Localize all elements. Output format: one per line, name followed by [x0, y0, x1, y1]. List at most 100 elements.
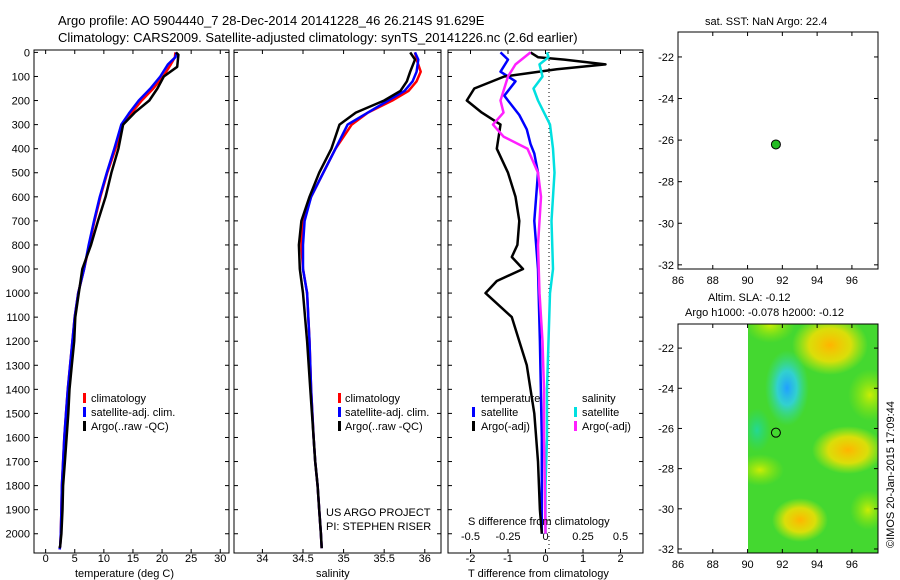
temperature-legend: climatology satellite-adj. clim. Argo(..… [83, 393, 175, 433]
difference-legend: temperature salinity satellite Argo(-adj… [472, 393, 631, 433]
lon-tick-label: 88 [707, 275, 719, 287]
depth-tick-label: 900 [12, 264, 30, 276]
legend-label-s-satellite: satellite [582, 407, 619, 419]
sst-map-panel: sat. SST: NaN Argo: 22.4 -22 -24 -26 -28 -30… [658, 16, 879, 287]
legend-label-satellite: satellite-adj. clim. [345, 407, 429, 419]
argo-float-marker-sla [770, 427, 781, 438]
lon-tick-label: 94 [811, 559, 823, 571]
depth-tick-label: 1900 [6, 505, 30, 517]
s-tick-label: -0.5 [461, 531, 480, 543]
x-tick-label: -2 [466, 553, 476, 565]
depth-tick-label: 200 [12, 96, 30, 108]
lon-tick-label: 86 [672, 559, 684, 571]
s-difference-ticks: -0.5 -0.25 0 0.25 0.5 [461, 531, 628, 543]
legend-swatch-climatology [83, 393, 86, 403]
depth-tick-label: 600 [12, 192, 30, 204]
depth-tick-label: 1800 [6, 481, 30, 493]
series-line-salinity-satellite [532, 52, 556, 534]
sla-lime-east [848, 369, 878, 421]
legend-swatch-t-argo [472, 421, 475, 431]
salinity-x-axis: 34 34.5 35 35.5 36 [256, 50, 431, 565]
legend-swatch-s-satellite [574, 407, 577, 417]
x-tick-label: 34 [256, 553, 268, 565]
sla-high-north [792, 324, 868, 375]
lat-tick-label: -22 [658, 343, 674, 355]
salinity-panel: 34 34.5 35 35.5 36 salinity climatology sate… [233, 49, 442, 580]
sla-heatmap [748, 324, 878, 553]
depth-tick-label: 0 [24, 47, 30, 59]
depth-tick-label: 2000 [6, 529, 30, 541]
legend-label-satellite: satellite-adj. clim. [91, 407, 175, 419]
x-tick-label: 15 [127, 553, 139, 565]
depth-tick-label: 300 [12, 120, 30, 132]
depth-tick-label: 1100 [6, 312, 30, 324]
lat-tick-label: -32 [658, 260, 674, 272]
lon-tick-label: 86 [672, 275, 684, 287]
series-line-salinity-argo-adj- [491, 51, 547, 534]
lon-tick-label: 90 [741, 559, 753, 571]
depth-tick-label: 1300 [6, 360, 30, 372]
legend-swatch-t-satellite [472, 407, 475, 417]
temperature-axes-box [33, 49, 230, 554]
sla-teal-west [748, 408, 771, 452]
sst-map-axes: -22 -24 -26 -28 -30 -32 86 88 90 92 94 96 [658, 32, 878, 287]
lon-tick-label: 92 [776, 275, 788, 287]
depth-tick-label: 700 [12, 216, 30, 228]
legend-label-t-satellite: satellite [481, 407, 518, 419]
sla-lime-nw [748, 324, 795, 343]
x-tick-label: 35.5 [373, 553, 394, 565]
lat-tick-label: -28 [658, 177, 674, 189]
salinity-xlabel: salinity [316, 568, 350, 580]
depth-axis: 0 100 200 300 400 500 600 700 800 900 1000 1100 1200… [6, 47, 229, 541]
sst-map-axes-box [677, 31, 879, 270]
x-tick-label: 25 [185, 553, 197, 565]
series-line-temperature-argo-adj- [465, 51, 607, 534]
s-difference-label: S difference from climatology [468, 516, 610, 528]
difference-lines [465, 51, 607, 534]
x-tick-label: -1 [503, 553, 513, 565]
difference-y-ticks [448, 51, 643, 535]
s-tick-label: -0.25 [495, 531, 520, 543]
legend-label-argo: Argo(..raw -QC) [91, 421, 169, 433]
sla-high-central [812, 426, 878, 474]
lat-tick-label: -26 [658, 135, 674, 147]
x-tick-label: 5 [72, 553, 78, 565]
x-tick-label: 34.5 [292, 553, 313, 565]
difference-panel: -0.5 -0.25 0 0.25 0.5 -2 -1 0 1 2 S difference f… [447, 49, 644, 580]
depth-tick-label: 1200 [6, 336, 30, 348]
lat-tick-label: -28 [658, 464, 674, 476]
legend-swatch-s-argo [574, 421, 577, 431]
sla-low-west [765, 350, 809, 426]
sla-map-panel: Altim. SLA: -0.12 Argo h1000: -0.078 h20… [658, 292, 897, 571]
legend-label-s-argo: Argo(-adj) [582, 421, 631, 433]
figure-title-line2: Climatology: CARS2009. Satellite-adjuste… [58, 30, 578, 45]
x-tick-label: 10 [98, 553, 110, 565]
lat-tick-label: -30 [658, 218, 674, 230]
legend-label-argo: Argo(..raw -QC) [345, 421, 423, 433]
legend-swatch-argo [338, 421, 341, 431]
x-tick-label: 36 [419, 553, 431, 565]
lat-tick-label: -32 [658, 544, 674, 556]
t-difference-axis: -2 -1 0 1 2 [466, 50, 624, 565]
legend-title-salinity: salinity [582, 393, 616, 405]
imos-credit: ©IMOS 20-Jan-2015 17:09:44 [885, 401, 897, 548]
salinity-lines [297, 51, 422, 549]
x-tick-label: 20 [156, 553, 168, 565]
legend-label-climatology: climatology [91, 393, 147, 405]
salinity-legend: climatology satellite-adj. clim. Argo(..… [338, 393, 429, 433]
figure-title-line1: Argo profile: AO 5904440_7 28-Dec-2014 2… [58, 13, 485, 28]
depth-tick-label: 400 [12, 144, 30, 156]
legend-swatch-satellite [83, 407, 86, 417]
s-tick-label: 0.5 [613, 531, 628, 543]
sla-lime-sw [748, 454, 784, 486]
series-line-satellite-adj-clim- [58, 52, 178, 550]
depth-tick-label: 1400 [6, 384, 30, 396]
lon-tick-label: 96 [846, 275, 858, 287]
argo-float-marker [770, 139, 781, 150]
lat-tick-label: -24 [658, 94, 674, 106]
salinity-axes-box [233, 49, 442, 554]
x-tick-label: 0 [542, 553, 548, 565]
lat-tick-label: -26 [658, 423, 674, 435]
s-tick-label: 0.25 [572, 531, 593, 543]
